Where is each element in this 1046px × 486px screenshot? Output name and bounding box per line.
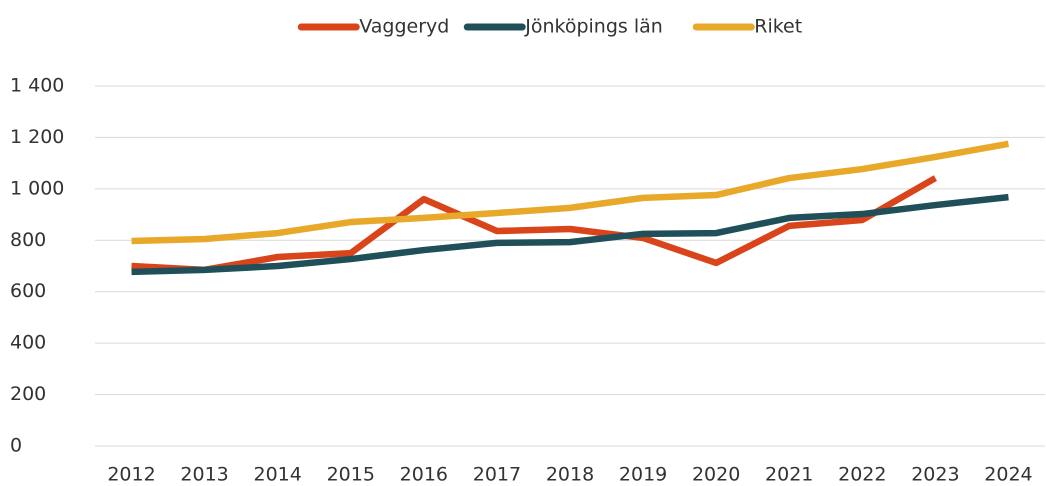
y-tick-label: 1 200 xyxy=(10,126,64,148)
series-line xyxy=(131,193,1009,276)
y-tick-label: 400 xyxy=(10,332,46,354)
x-tick-label: 2016 xyxy=(400,464,448,486)
y-tick-label: 0 xyxy=(10,435,22,457)
y-tick-label: 1 000 xyxy=(10,177,64,199)
x-tick-label: 2020 xyxy=(692,464,740,486)
series-line xyxy=(131,175,938,274)
x-tick-label: 2018 xyxy=(546,464,594,486)
series-line xyxy=(131,140,1010,245)
y-tick-label: 1 400 xyxy=(10,75,64,97)
y-tick-label: 600 xyxy=(10,280,46,302)
x-tick-label: 2012 xyxy=(107,464,155,486)
legend-label: Riket xyxy=(754,16,802,38)
x-tick-label: 2014 xyxy=(254,464,302,486)
x-tick-label: 2021 xyxy=(765,464,813,486)
legend-label: Vaggeryd xyxy=(359,16,449,38)
y-tick-label: 800 xyxy=(10,229,46,251)
x-tick-label: 2017 xyxy=(473,464,521,486)
x-tick-label: 2013 xyxy=(180,464,228,486)
x-tick-label: 2022 xyxy=(838,464,886,486)
x-tick-label: 2023 xyxy=(911,464,959,486)
x-tick-label: 2015 xyxy=(327,464,375,486)
x-tick-label: 2019 xyxy=(619,464,667,486)
x-tick-label: 2024 xyxy=(984,464,1032,486)
legend-label: Jönköpings län xyxy=(524,16,663,38)
y-tick-label: 200 xyxy=(10,383,46,405)
